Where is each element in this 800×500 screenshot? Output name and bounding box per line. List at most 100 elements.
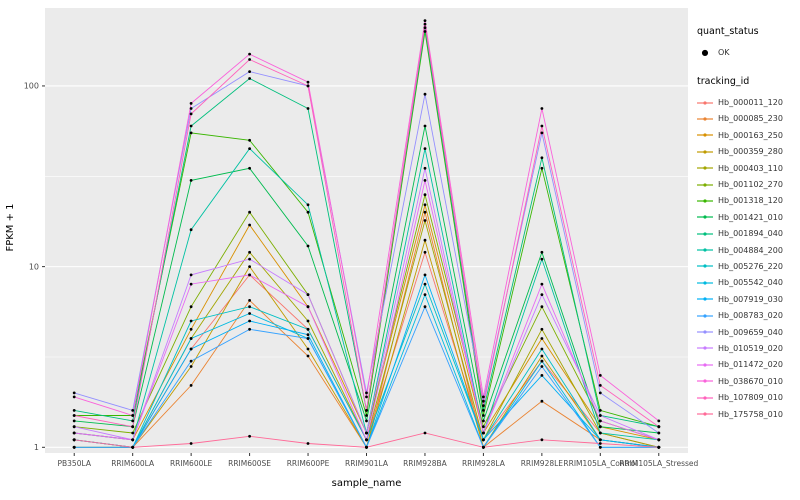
legend-label: Hb_011472_020 — [718, 360, 783, 370]
data-point — [423, 305, 427, 309]
data-point — [598, 431, 602, 435]
legend-label: Hb_001421_010 — [718, 212, 783, 222]
data-point — [306, 107, 310, 110]
legend-key-icon — [697, 359, 713, 371]
data-point — [540, 156, 544, 160]
data-point — [540, 438, 544, 442]
legend-key-icon — [697, 179, 713, 191]
data-point — [598, 391, 602, 395]
data-point — [423, 210, 427, 214]
data-point — [248, 305, 252, 309]
legend-key-icon — [697, 326, 713, 338]
data-point — [189, 365, 193, 368]
data-point — [189, 327, 193, 331]
data-point — [365, 445, 368, 449]
data-point — [423, 273, 427, 277]
data-point — [72, 414, 76, 417]
data-point — [248, 265, 252, 268]
data-point — [482, 414, 485, 417]
y-tick-label: 100 — [24, 82, 39, 91]
x-tick-label: RRIM600LE — [170, 459, 213, 468]
legend-item-Hb_000085_230: Hb_000085_230 — [697, 111, 797, 127]
x-tick-label: RRIM105LA_Stressed — [619, 459, 698, 468]
legend-item-Hb_011472_020: Hb_011472_020 — [697, 357, 797, 373]
data-point — [72, 409, 76, 412]
legend-item-Hb_009659_040: Hb_009659_040 — [697, 324, 797, 340]
legend-item-Hb_001894_040: Hb_001894_040 — [697, 226, 797, 242]
data-point — [598, 442, 602, 445]
legend: quant_status ● OK tracking_id Hb_000011_… — [697, 26, 797, 422]
data-point — [306, 354, 310, 358]
data-point — [189, 384, 193, 387]
data-point — [131, 425, 135, 429]
legend-key-icon — [697, 244, 713, 256]
data-point — [482, 438, 485, 442]
data-point — [306, 305, 310, 309]
data-point — [189, 131, 193, 135]
legend-label: Hb_008783_020 — [718, 311, 783, 321]
legend-key-icon — [697, 277, 713, 289]
data-point — [248, 58, 252, 61]
legend-label: Hb_000359_280 — [718, 147, 783, 157]
data-point — [306, 327, 310, 331]
data-point — [540, 166, 544, 170]
legend-label: Hb_010519_020 — [718, 343, 783, 353]
legend-key-icon — [697, 342, 713, 354]
tracking-id-legend-items: Hb_000011_120 Hb_000085_230 Hb_000163_250 H… — [697, 94, 797, 422]
legend-label-ok: OK — [718, 47, 730, 57]
legend-label: Hb_000085_230 — [718, 114, 783, 124]
data-point — [482, 395, 485, 399]
y-axis-title: FPKM + 1 — [5, 203, 16, 252]
data-point — [248, 70, 252, 73]
data-point — [598, 419, 602, 423]
data-point — [306, 203, 310, 207]
legend-key-icon — [697, 211, 713, 223]
data-point — [248, 210, 252, 214]
data-point — [423, 92, 427, 96]
data-point — [72, 419, 76, 423]
legend-key-icon — [697, 162, 713, 174]
data-point — [423, 293, 427, 296]
x-axis-title: sample_name — [331, 478, 402, 489]
data-point — [189, 337, 193, 340]
legend-item-Hb_107809_010: Hb_107809_010 — [697, 389, 797, 405]
data-point — [189, 273, 193, 277]
data-point — [482, 419, 485, 423]
legend-item-Hb_000163_250: Hb_000163_250 — [697, 127, 797, 143]
x-tick-label: RRIM901LA — [345, 459, 389, 468]
legend-label: Hb_000403_110 — [718, 163, 783, 173]
data-point — [131, 419, 135, 423]
data-point — [540, 359, 544, 363]
legend-key-icon — [697, 113, 713, 125]
data-point — [482, 399, 485, 403]
data-point — [540, 327, 544, 331]
legend-label: Hb_001894_040 — [718, 229, 783, 239]
data-point — [131, 431, 135, 435]
data-point — [72, 425, 76, 429]
data-point — [540, 250, 544, 254]
data-point — [365, 414, 368, 417]
data-point — [482, 445, 485, 449]
legend-label: Hb_000011_120 — [718, 98, 783, 108]
data-point — [423, 22, 427, 26]
data-point — [131, 414, 135, 417]
data-point — [189, 124, 193, 128]
legend-item-Hb_000403_110: Hb_000403_110 — [697, 160, 797, 176]
legend-item-Hb_010519_020: Hb_010519_020 — [697, 340, 797, 356]
data-point — [423, 193, 427, 197]
data-point — [306, 210, 310, 214]
data-point — [540, 107, 544, 110]
legend-title-tracking-id: tracking_id — [697, 76, 750, 88]
legend-item-Hb_001421_010: Hb_001421_010 — [697, 209, 797, 225]
data-point — [365, 431, 368, 435]
data-point — [131, 438, 135, 442]
data-point — [423, 124, 427, 128]
legend-label: Hb_001318_120 — [718, 196, 783, 206]
legend-key-icon — [697, 146, 713, 158]
data-point — [306, 337, 310, 340]
data-point — [598, 374, 602, 377]
data-point — [189, 305, 193, 309]
data-point — [540, 354, 544, 358]
